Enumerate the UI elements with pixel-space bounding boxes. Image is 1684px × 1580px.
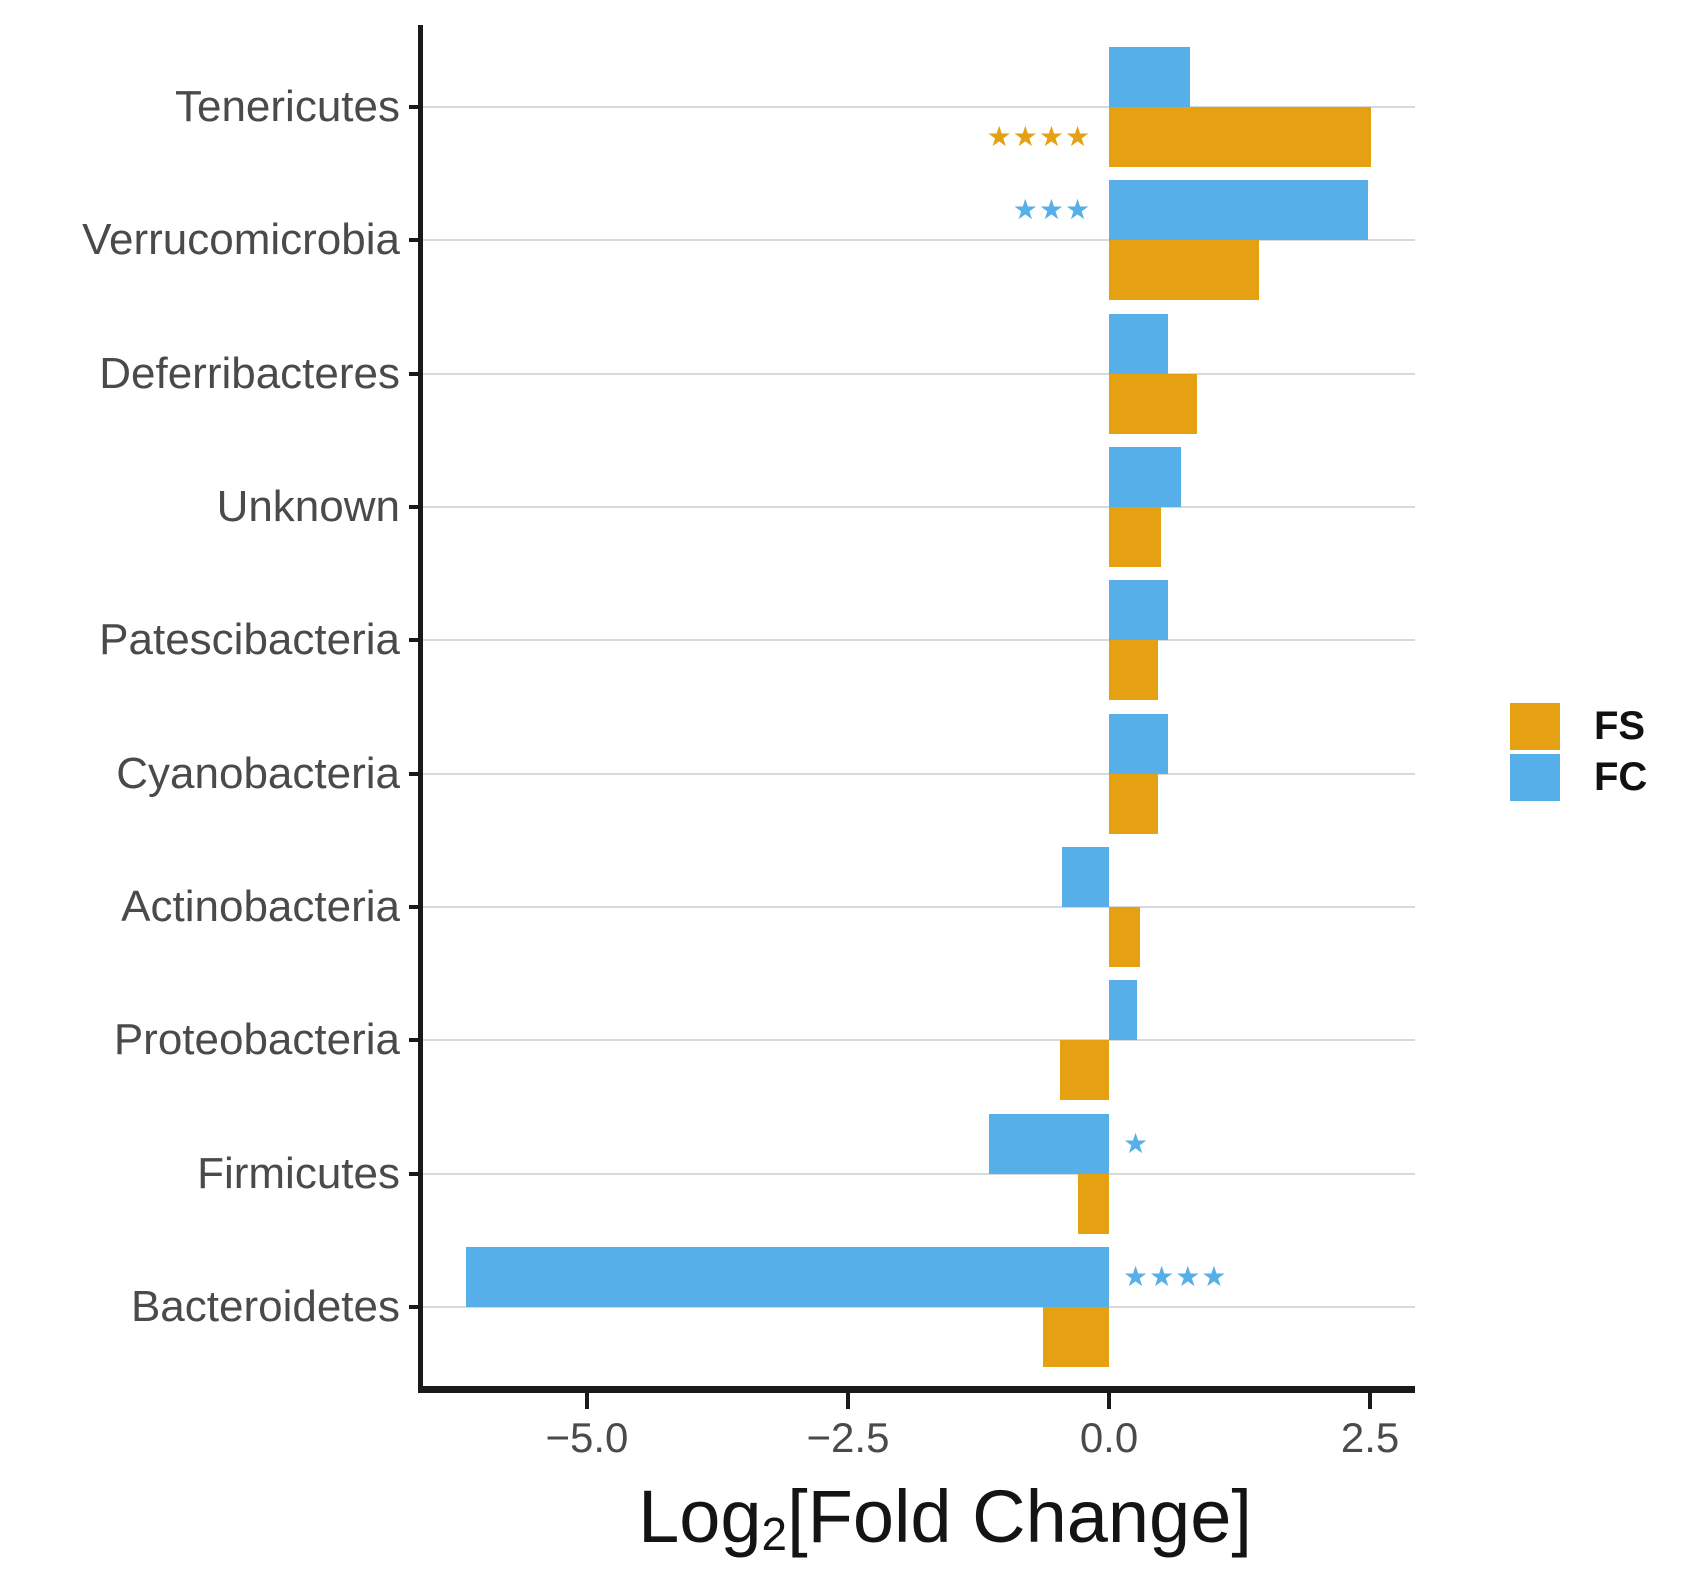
category-gridline — [423, 239, 1415, 242]
legend-label-fs: FS — [1594, 704, 1646, 748]
bar-fc-cyanobacteria — [1109, 713, 1168, 774]
y-axis-label: Cyanobacteria — [116, 748, 400, 798]
bar-fc-patescibacteria — [1109, 580, 1168, 641]
y-axis-label: Bacteroidetes — [130, 1282, 400, 1331]
legend-swatch-fc — [1510, 754, 1560, 801]
y-axis-label: Firmicutes — [197, 1148, 400, 1198]
bar-fs-actinobacteria — [1109, 907, 1141, 967]
x-tick-label: −2.5 — [806, 1414, 890, 1461]
bar-fc-unknown — [1109, 447, 1182, 507]
y-tick-mark — [409, 771, 423, 776]
y-tick-mark — [409, 371, 423, 376]
legend: FS FC — [1510, 701, 1647, 803]
y-tick-mark — [409, 505, 423, 509]
bar-fc-firmicutes — [988, 1113, 1110, 1174]
x-axis-title-prefix: Log — [638, 1475, 762, 1558]
bar-fc-deferribacteres — [1109, 313, 1168, 374]
significance-stars-verrucomicrobia: ★★★ — [1012, 193, 1092, 227]
legend-swatch-fs — [1510, 703, 1560, 750]
x-tick-label: −5.0 — [545, 1414, 629, 1461]
category-gridline — [423, 1039, 1415, 1042]
bar-fs-cyanobacteria — [1109, 773, 1159, 834]
bar-fs-verrucomicrobia — [1109, 240, 1260, 301]
y-axis-label: Unknown — [216, 482, 400, 531]
category-gridline — [423, 372, 1415, 375]
bar-fs-bacteroidetes — [1043, 1307, 1110, 1367]
bar-fc-verrucomicrobia — [1109, 180, 1368, 241]
y-tick-mark — [409, 1038, 423, 1043]
x-tick-label: 2.5 — [1340, 1414, 1400, 1461]
bar-fs-patescibacteria — [1109, 640, 1159, 701]
x-tick-mark — [1107, 1393, 1112, 1409]
x-axis-title-subscript: 2 — [761, 1508, 788, 1561]
x-axis-line — [418, 1386, 1415, 1393]
category-gridline — [423, 506, 1415, 508]
x-tick-label: 0.0 — [1079, 1414, 1139, 1461]
significance-stars-bacteroidetes: ★★★★ — [1123, 1260, 1228, 1293]
y-tick-mark — [409, 1171, 423, 1176]
y-axis-line — [418, 25, 423, 1393]
bar-fs-firmicutes — [1077, 1173, 1110, 1234]
category-gridline — [423, 1172, 1415, 1175]
bar-fs-unknown — [1109, 507, 1162, 567]
y-tick-mark — [409, 1305, 423, 1309]
significance-stars-tenericutes: ★★★★ — [986, 120, 1092, 153]
y-tick-mark — [409, 105, 423, 109]
x-tick-mark — [1368, 1393, 1373, 1409]
y-axis-label: Deferribacteres — [99, 348, 400, 398]
category-gridline — [423, 106, 1415, 108]
y-tick-mark — [409, 638, 423, 643]
y-tick-mark — [409, 238, 423, 243]
bar-fs-deferribacteres — [1109, 373, 1197, 434]
bar-fc-actinobacteria — [1062, 847, 1110, 907]
x-tick-mark — [584, 1393, 589, 1409]
y-axis-label: Proteobacteria — [113, 1015, 400, 1065]
bar-fc-tenericutes — [1109, 47, 1191, 107]
y-axis-label: Patescibacteria — [99, 615, 400, 665]
category-gridline — [423, 906, 1415, 908]
y-axis-label: Verrucomicrobia — [82, 215, 400, 265]
legend-entry-fs: FS — [1510, 701, 1647, 752]
bar-fs-tenericutes — [1109, 107, 1372, 167]
category-gridline — [423, 1306, 1415, 1308]
x-tick-mark — [845, 1393, 850, 1409]
bar-fc-proteobacteria — [1109, 980, 1138, 1041]
bar-fs-proteobacteria — [1059, 1040, 1110, 1101]
legend-entry-fc: FC — [1510, 752, 1647, 803]
category-gridline — [423, 639, 1415, 642]
y-tick-mark — [409, 905, 423, 909]
x-axis-title-suffix: [Fold Change] — [787, 1475, 1252, 1558]
significance-stars-firmicutes: ★ — [1123, 1126, 1150, 1160]
x-axis-title: Log2[Fold Change] — [638, 1478, 1252, 1565]
legend-label-fc: FC — [1594, 755, 1648, 799]
bar-fc-bacteroidetes — [465, 1247, 1110, 1307]
category-gridline — [423, 772, 1415, 775]
y-axis-label: Tenericutes — [174, 82, 400, 131]
y-axis-label: Actinobacteria — [121, 882, 400, 931]
